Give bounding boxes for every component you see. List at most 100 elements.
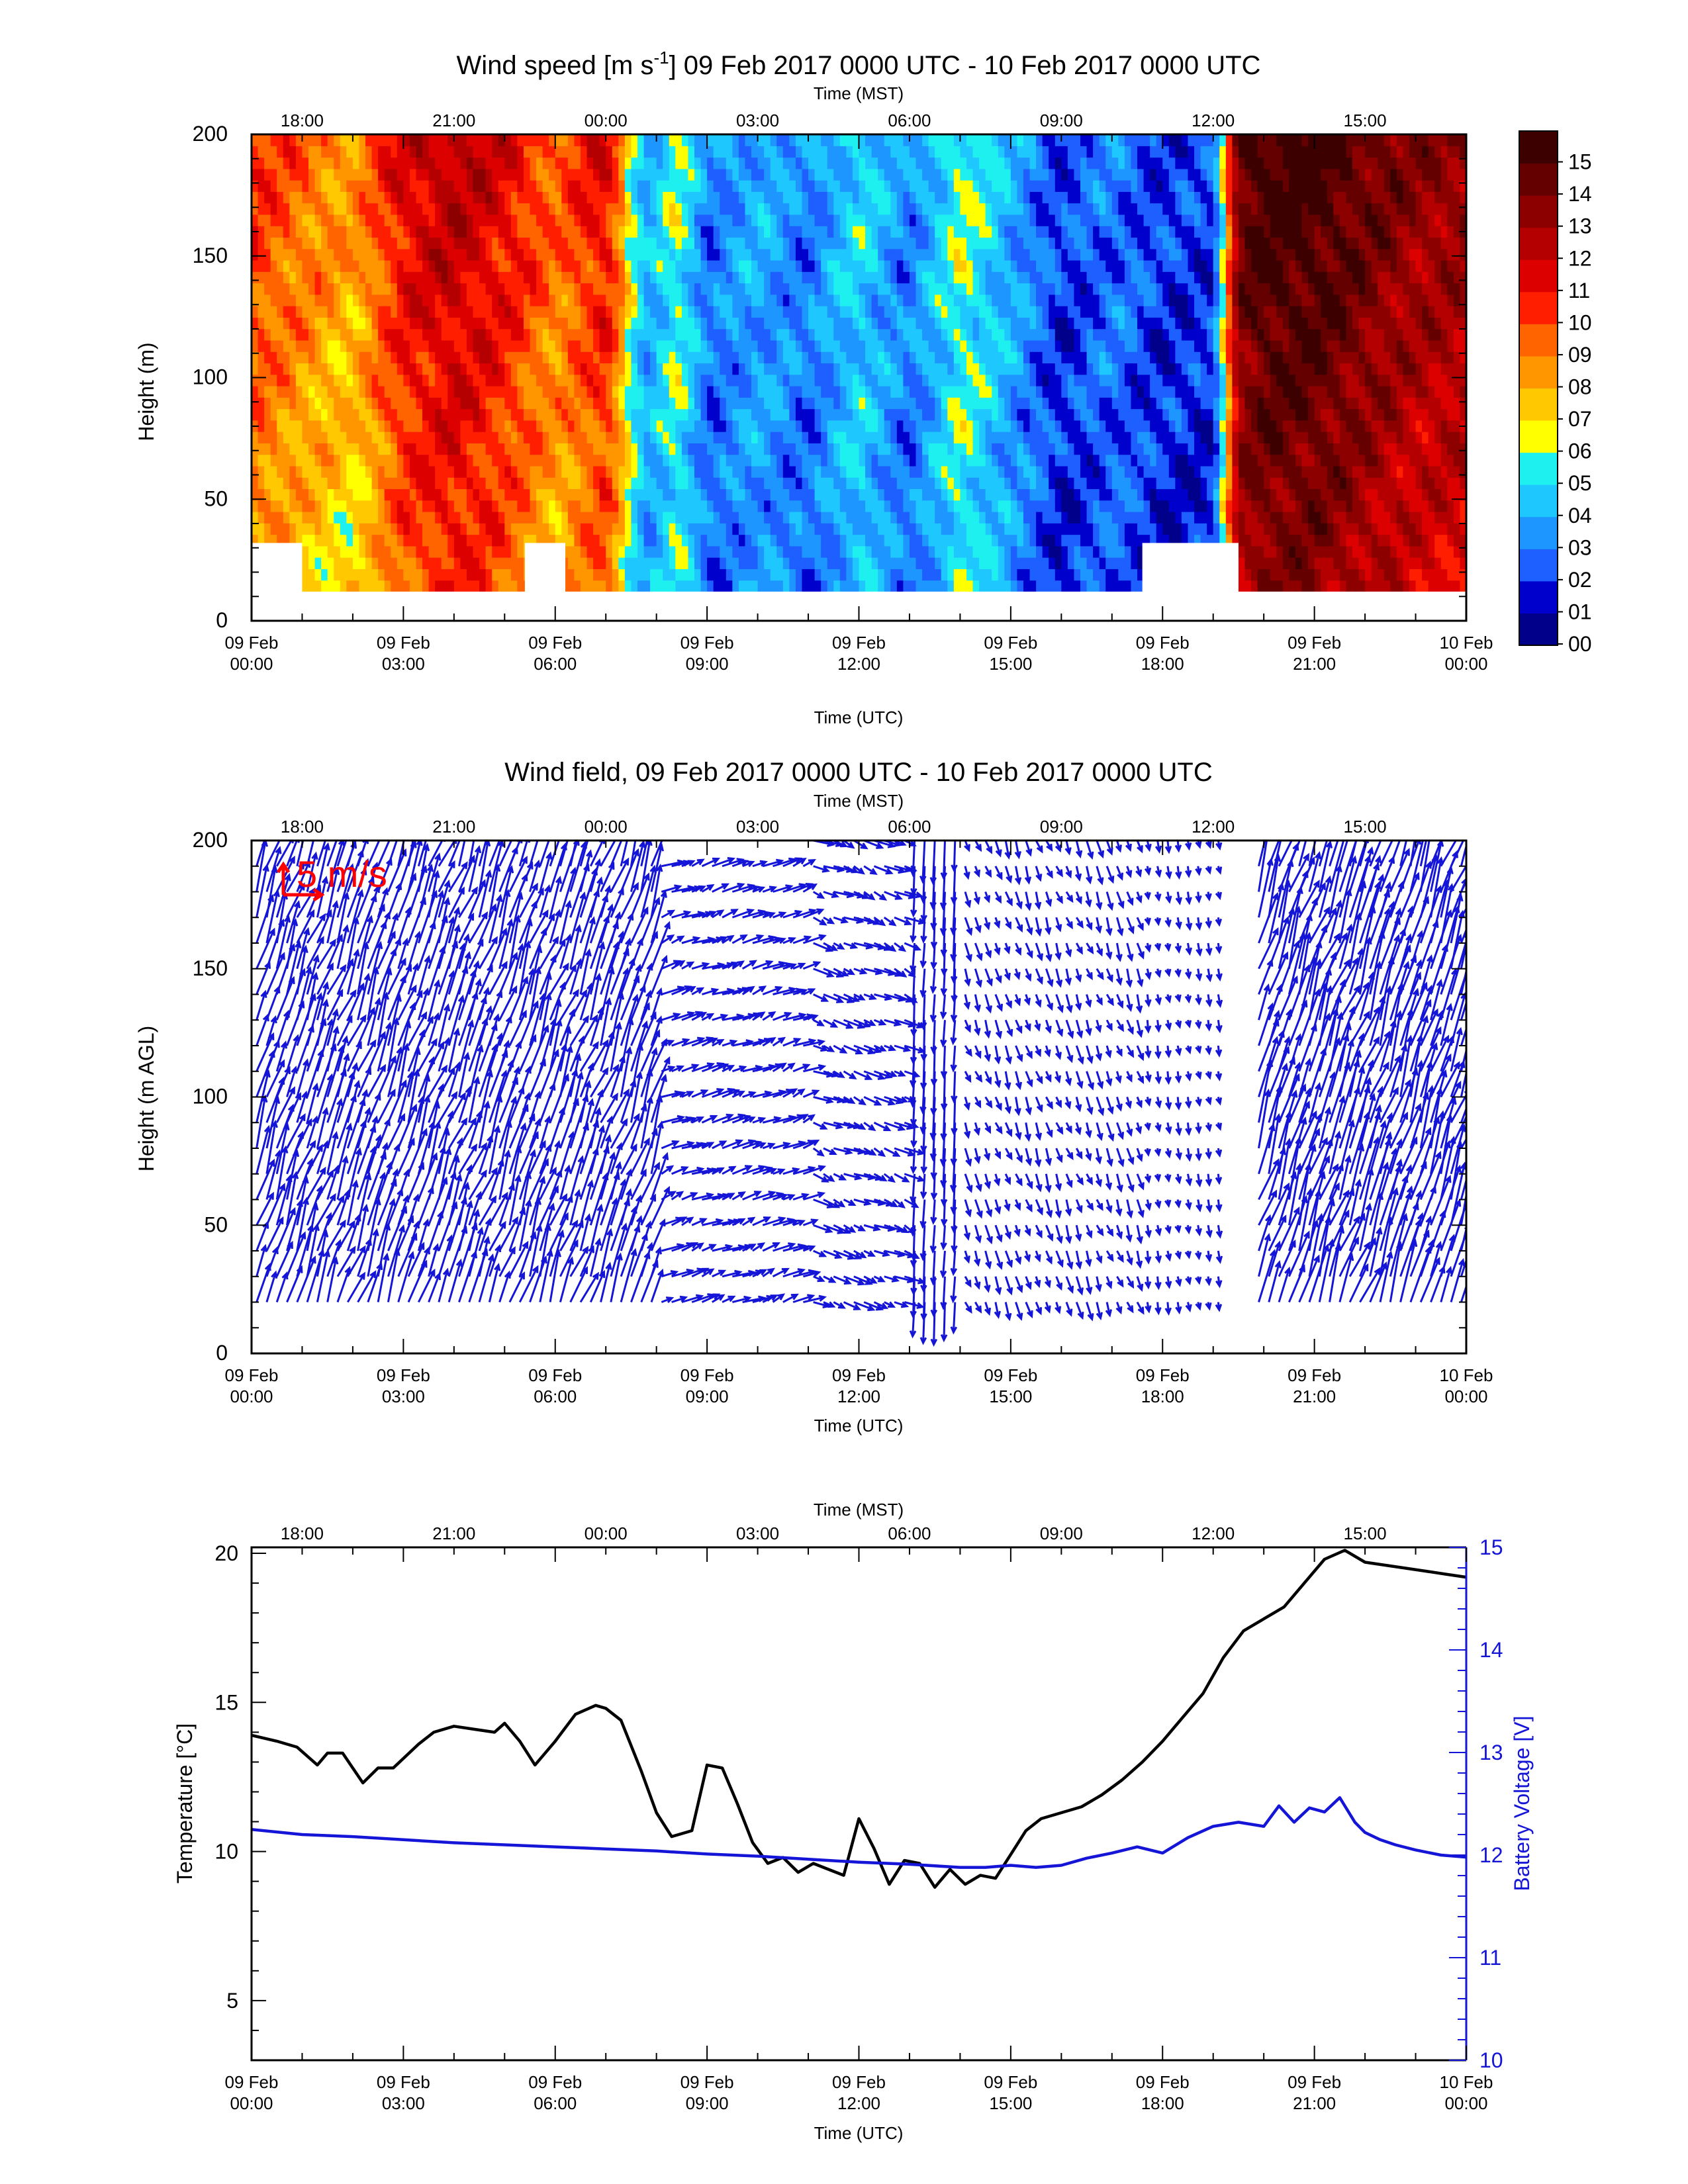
heatmap-cell <box>972 408 980 421</box>
heatmap-cell <box>688 500 695 512</box>
heatmap-cell <box>839 157 847 169</box>
heatmap-cell <box>549 534 556 547</box>
heatmap-cell <box>397 283 404 295</box>
heatmap-cell <box>985 203 992 215</box>
heatmap-cell <box>422 283 430 295</box>
heatmap-cell <box>802 317 809 330</box>
heatmap-cell <box>960 283 967 295</box>
heatmap-cell <box>757 317 765 330</box>
heatmap-cell <box>935 477 942 490</box>
heatmap-cell <box>643 385 651 398</box>
heatmap-cell <box>606 294 613 306</box>
heatmap-cell <box>884 214 891 226</box>
heatmap-cell <box>606 443 613 455</box>
heatmap-cell <box>871 534 878 547</box>
heatmap-cell <box>802 237 809 250</box>
heatmap-cell <box>795 500 803 512</box>
heatmap-cell <box>650 306 657 318</box>
heatmap-cell <box>922 443 929 455</box>
heatmap-cell <box>782 134 790 146</box>
heatmap-cell <box>485 420 492 432</box>
heatmap-cell <box>555 443 562 455</box>
heatmap-cell <box>896 237 904 250</box>
heatmap-cell <box>909 443 917 455</box>
heatmap-cell <box>833 374 841 387</box>
heatmap-cell <box>384 168 391 181</box>
heatmap-cell <box>915 306 923 318</box>
heatmap-cell <box>643 363 651 375</box>
heatmap-cell <box>447 271 455 284</box>
heatmap-cell <box>966 168 974 181</box>
heatmap-cell <box>720 557 727 569</box>
heatmap-cell <box>985 248 992 261</box>
heatmap-cell <box>447 465 455 478</box>
heatmap-cell <box>846 454 853 467</box>
heatmap-cell <box>713 351 720 364</box>
heatmap-cell <box>252 191 259 204</box>
heatmap-cell <box>346 134 353 146</box>
heatmap-cell <box>252 237 259 250</box>
heatmap-cell <box>1004 306 1011 318</box>
heatmap-cell <box>922 237 929 250</box>
heatmap-cell <box>776 363 784 375</box>
heatmap-cell <box>498 168 505 181</box>
heatmap-cell <box>669 385 676 398</box>
heatmap-cell <box>738 306 746 318</box>
heatmap-cell <box>972 226 980 238</box>
heatmap-cell <box>403 248 410 261</box>
heatmap-cell <box>789 408 796 421</box>
heatmap-cell <box>365 569 373 581</box>
heatmap-cell <box>346 580 353 592</box>
heatmap-cell <box>264 351 271 364</box>
heatmap-cell <box>681 465 689 478</box>
heatmap-cell <box>757 397 765 410</box>
heatmap-cell <box>523 385 531 398</box>
heatmap-cell <box>618 432 626 443</box>
heatmap-cell <box>498 477 505 490</box>
heatmap-cell <box>814 271 821 284</box>
heatmap-cell <box>371 294 379 306</box>
heatmap-cell <box>473 226 480 238</box>
heatmap-cell <box>865 500 872 512</box>
heatmap-cell <box>795 420 803 432</box>
heatmap-cell <box>966 523 974 535</box>
heatmap-cell <box>751 328 759 341</box>
heatmap-cell <box>510 545 518 558</box>
heatmap-cell <box>789 146 796 158</box>
heatmap-cell <box>1010 340 1018 352</box>
heatmap-cell <box>890 432 898 443</box>
heatmap-cell <box>352 443 360 455</box>
heatmap-cell <box>751 569 759 581</box>
heatmap-cell <box>397 511 404 523</box>
heatmap-cell <box>757 580 765 592</box>
heatmap-cell <box>321 569 328 581</box>
heatmap-cell <box>1036 443 1043 455</box>
heatmap-cell <box>624 465 632 478</box>
heatmap-cell <box>391 397 398 410</box>
heatmap-cell <box>593 385 600 398</box>
heatmap-cell <box>447 134 455 146</box>
heatmap-cell <box>485 432 492 443</box>
heatmap-cell <box>827 569 834 581</box>
heatmap-cell <box>510 488 518 501</box>
heatmap-cell <box>935 465 942 478</box>
heatmap-cell <box>435 191 442 204</box>
heatmap-cell <box>789 203 796 215</box>
heatmap-cell <box>637 385 645 398</box>
heatmap-cell <box>896 477 904 490</box>
heatmap-cell <box>821 534 828 547</box>
heatmap-cell <box>447 180 455 192</box>
heatmap-cell <box>460 569 467 581</box>
heatmap-cell <box>252 534 259 547</box>
heatmap-cell <box>865 283 872 295</box>
heatmap-cell <box>1023 214 1031 226</box>
heatmap-cell <box>523 294 531 306</box>
heatmap-cell <box>1010 283 1018 295</box>
heatmap-cell <box>447 146 455 158</box>
heatmap-cell <box>776 569 784 581</box>
heatmap-cell <box>896 259 904 272</box>
heatmap-cell <box>669 237 676 250</box>
heatmap-cell <box>675 306 682 318</box>
heatmap-cell <box>384 374 391 387</box>
heatmap-cell <box>903 580 910 592</box>
